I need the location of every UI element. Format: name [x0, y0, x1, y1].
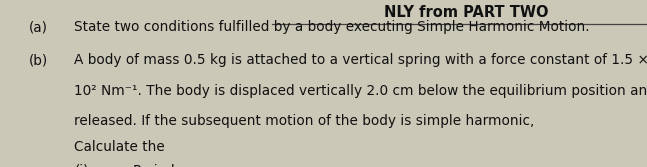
- Text: released. If the subsequent motion of the body is simple harmonic,: released. If the subsequent motion of th…: [74, 114, 535, 128]
- Text: State two conditions fulfilled by a body executing Simple Harmonic Motion.: State two conditions fulfilled by a body…: [74, 20, 590, 34]
- Text: 10² Nm⁻¹. The body is displaced vertically 2.0 cm below the equilibrium position: 10² Nm⁻¹. The body is displaced vertical…: [74, 84, 647, 98]
- Text: NLY from PART TWO: NLY from PART TWO: [384, 5, 548, 20]
- Text: A body of mass 0.5 kg is attached to a vertical spring with a force constant of : A body of mass 0.5 kg is attached to a v…: [74, 53, 647, 67]
- Text: (a): (a): [29, 20, 48, 34]
- Text: Period: Period: [133, 164, 175, 167]
- Text: Calculate the: Calculate the: [74, 140, 165, 154]
- Text: (b): (b): [29, 53, 49, 67]
- Text: (i): (i): [74, 164, 89, 167]
